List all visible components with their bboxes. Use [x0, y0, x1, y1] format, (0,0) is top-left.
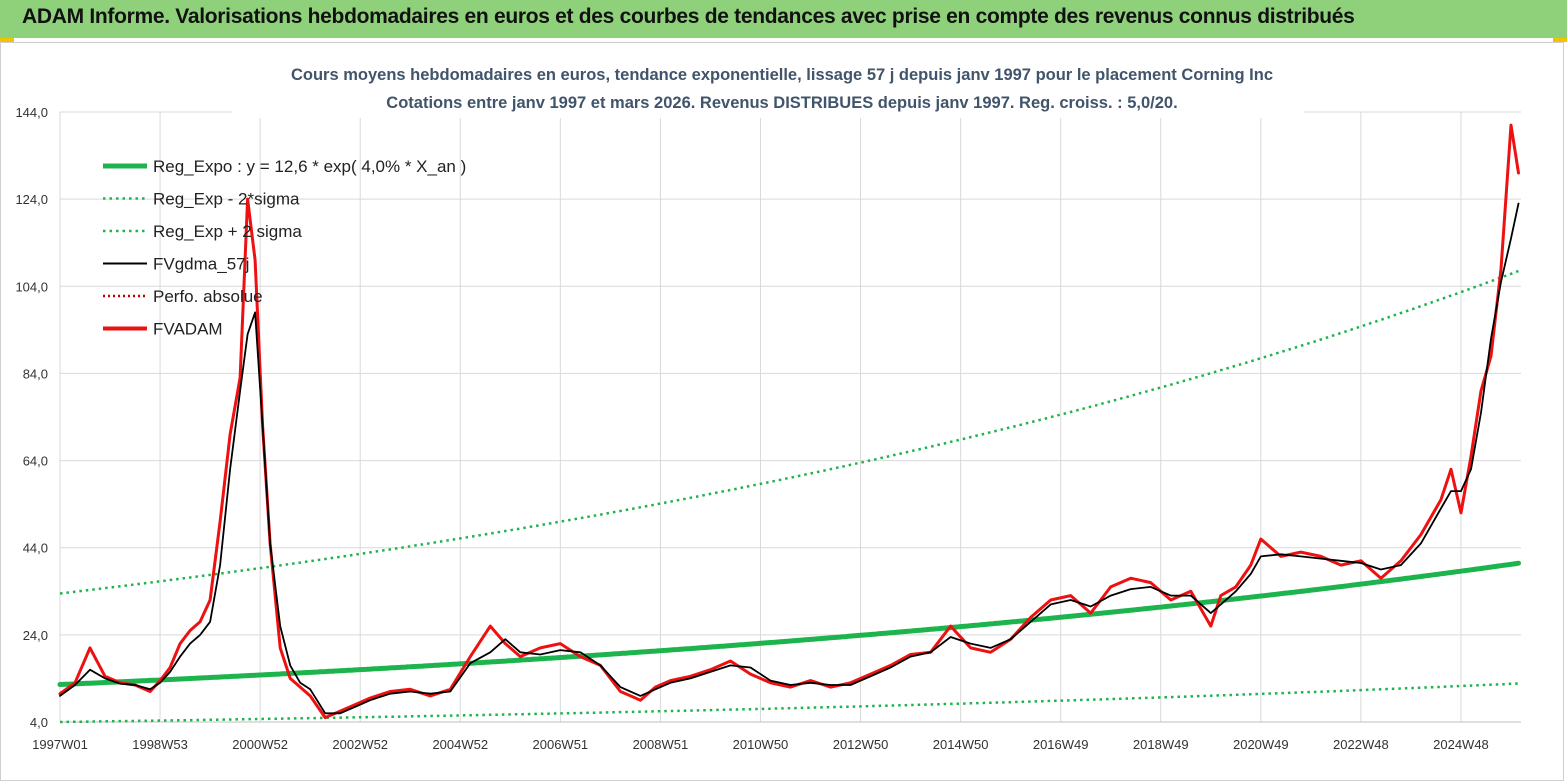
y-tick-label: 24,0 — [23, 628, 48, 643]
y-tick-label: 4,0 — [30, 715, 48, 730]
x-tick-label: 2018W49 — [1133, 737, 1189, 752]
y-tick-label: 64,0 — [23, 454, 48, 469]
chart-title: Cours moyens hebdomadaires en euros, ten… — [291, 66, 1273, 84]
y-tick-label: 144,0 — [15, 105, 48, 120]
legend-label: Perfo. absolue — [153, 287, 263, 306]
y-tick-label: 44,0 — [23, 541, 48, 556]
banner-accent-left — [0, 38, 14, 42]
chart-frame — [0, 42, 1564, 781]
legend-label: FVgdma_57j — [153, 255, 249, 274]
chart-series — [57, 123, 1521, 724]
x-tick-label: 2004W52 — [432, 737, 488, 752]
x-tick-label: 2016W49 — [1033, 737, 1089, 752]
reg-exp-minus-2sigma-line — [60, 682, 1519, 724]
legend-label: FVADAM — [153, 320, 223, 339]
report-title: ADAM Informe. Valorisations hebdomadaire… — [22, 5, 1355, 28]
y-tick-label: 104,0 — [15, 279, 48, 294]
fvgdma-57j-line — [59, 202, 1520, 715]
legend-label: Reg_Exp + 2 sigma — [153, 222, 302, 241]
x-tick-label: 2006W51 — [533, 737, 589, 752]
fvadam-line — [58, 123, 1520, 720]
reg-exp-plus-2sigma-line — [59, 269, 1519, 595]
x-tick-label: 2008W51 — [633, 737, 689, 752]
report-banner: ADAM Informe. Valorisations hebdomadaire… — [0, 0, 1567, 38]
chart-subtitle: Cotations entre janv 1997 et mars 2026. … — [386, 94, 1177, 112]
banner-accent-right — [1553, 38, 1567, 42]
y-tick-label: 84,0 — [23, 366, 48, 381]
x-tick-label: 1997W01 — [32, 737, 88, 752]
x-tick-label: 2000W52 — [232, 737, 288, 752]
x-tick-label: 2020W49 — [1233, 737, 1289, 752]
x-tick-label: 2024W48 — [1433, 737, 1489, 752]
legend-label: Reg_Exp - 2*sigma — [153, 190, 300, 209]
reg-expo-line — [57, 560, 1521, 687]
y-tick-label: 124,0 — [15, 192, 48, 207]
x-tick-label: 1998W53 — [132, 737, 188, 752]
x-tick-label: 2014W50 — [933, 737, 989, 752]
legend-label: Reg_Expo : y = 12,6 * exp( 4,0% * X_an ) — [153, 157, 466, 176]
x-tick-label: 2022W48 — [1333, 737, 1389, 752]
chart-legend: Reg_Expo : y = 12,6 * exp( 4,0% * X_an )… — [103, 157, 466, 339]
y-axis: 4,0 24,0 44,0 64,0 84,0 104,0 124,0 144,0 — [15, 105, 48, 730]
chart-title-background — [232, 58, 1304, 118]
x-tick-label: 2002W52 — [332, 737, 388, 752]
x-axis: 1997W01 1998W53 2000W52 2002W52 2004W52 2006W… — [32, 721, 1521, 752]
x-tick-label: 2010W50 — [733, 737, 789, 752]
x-tick-label: 2012W50 — [833, 737, 889, 752]
